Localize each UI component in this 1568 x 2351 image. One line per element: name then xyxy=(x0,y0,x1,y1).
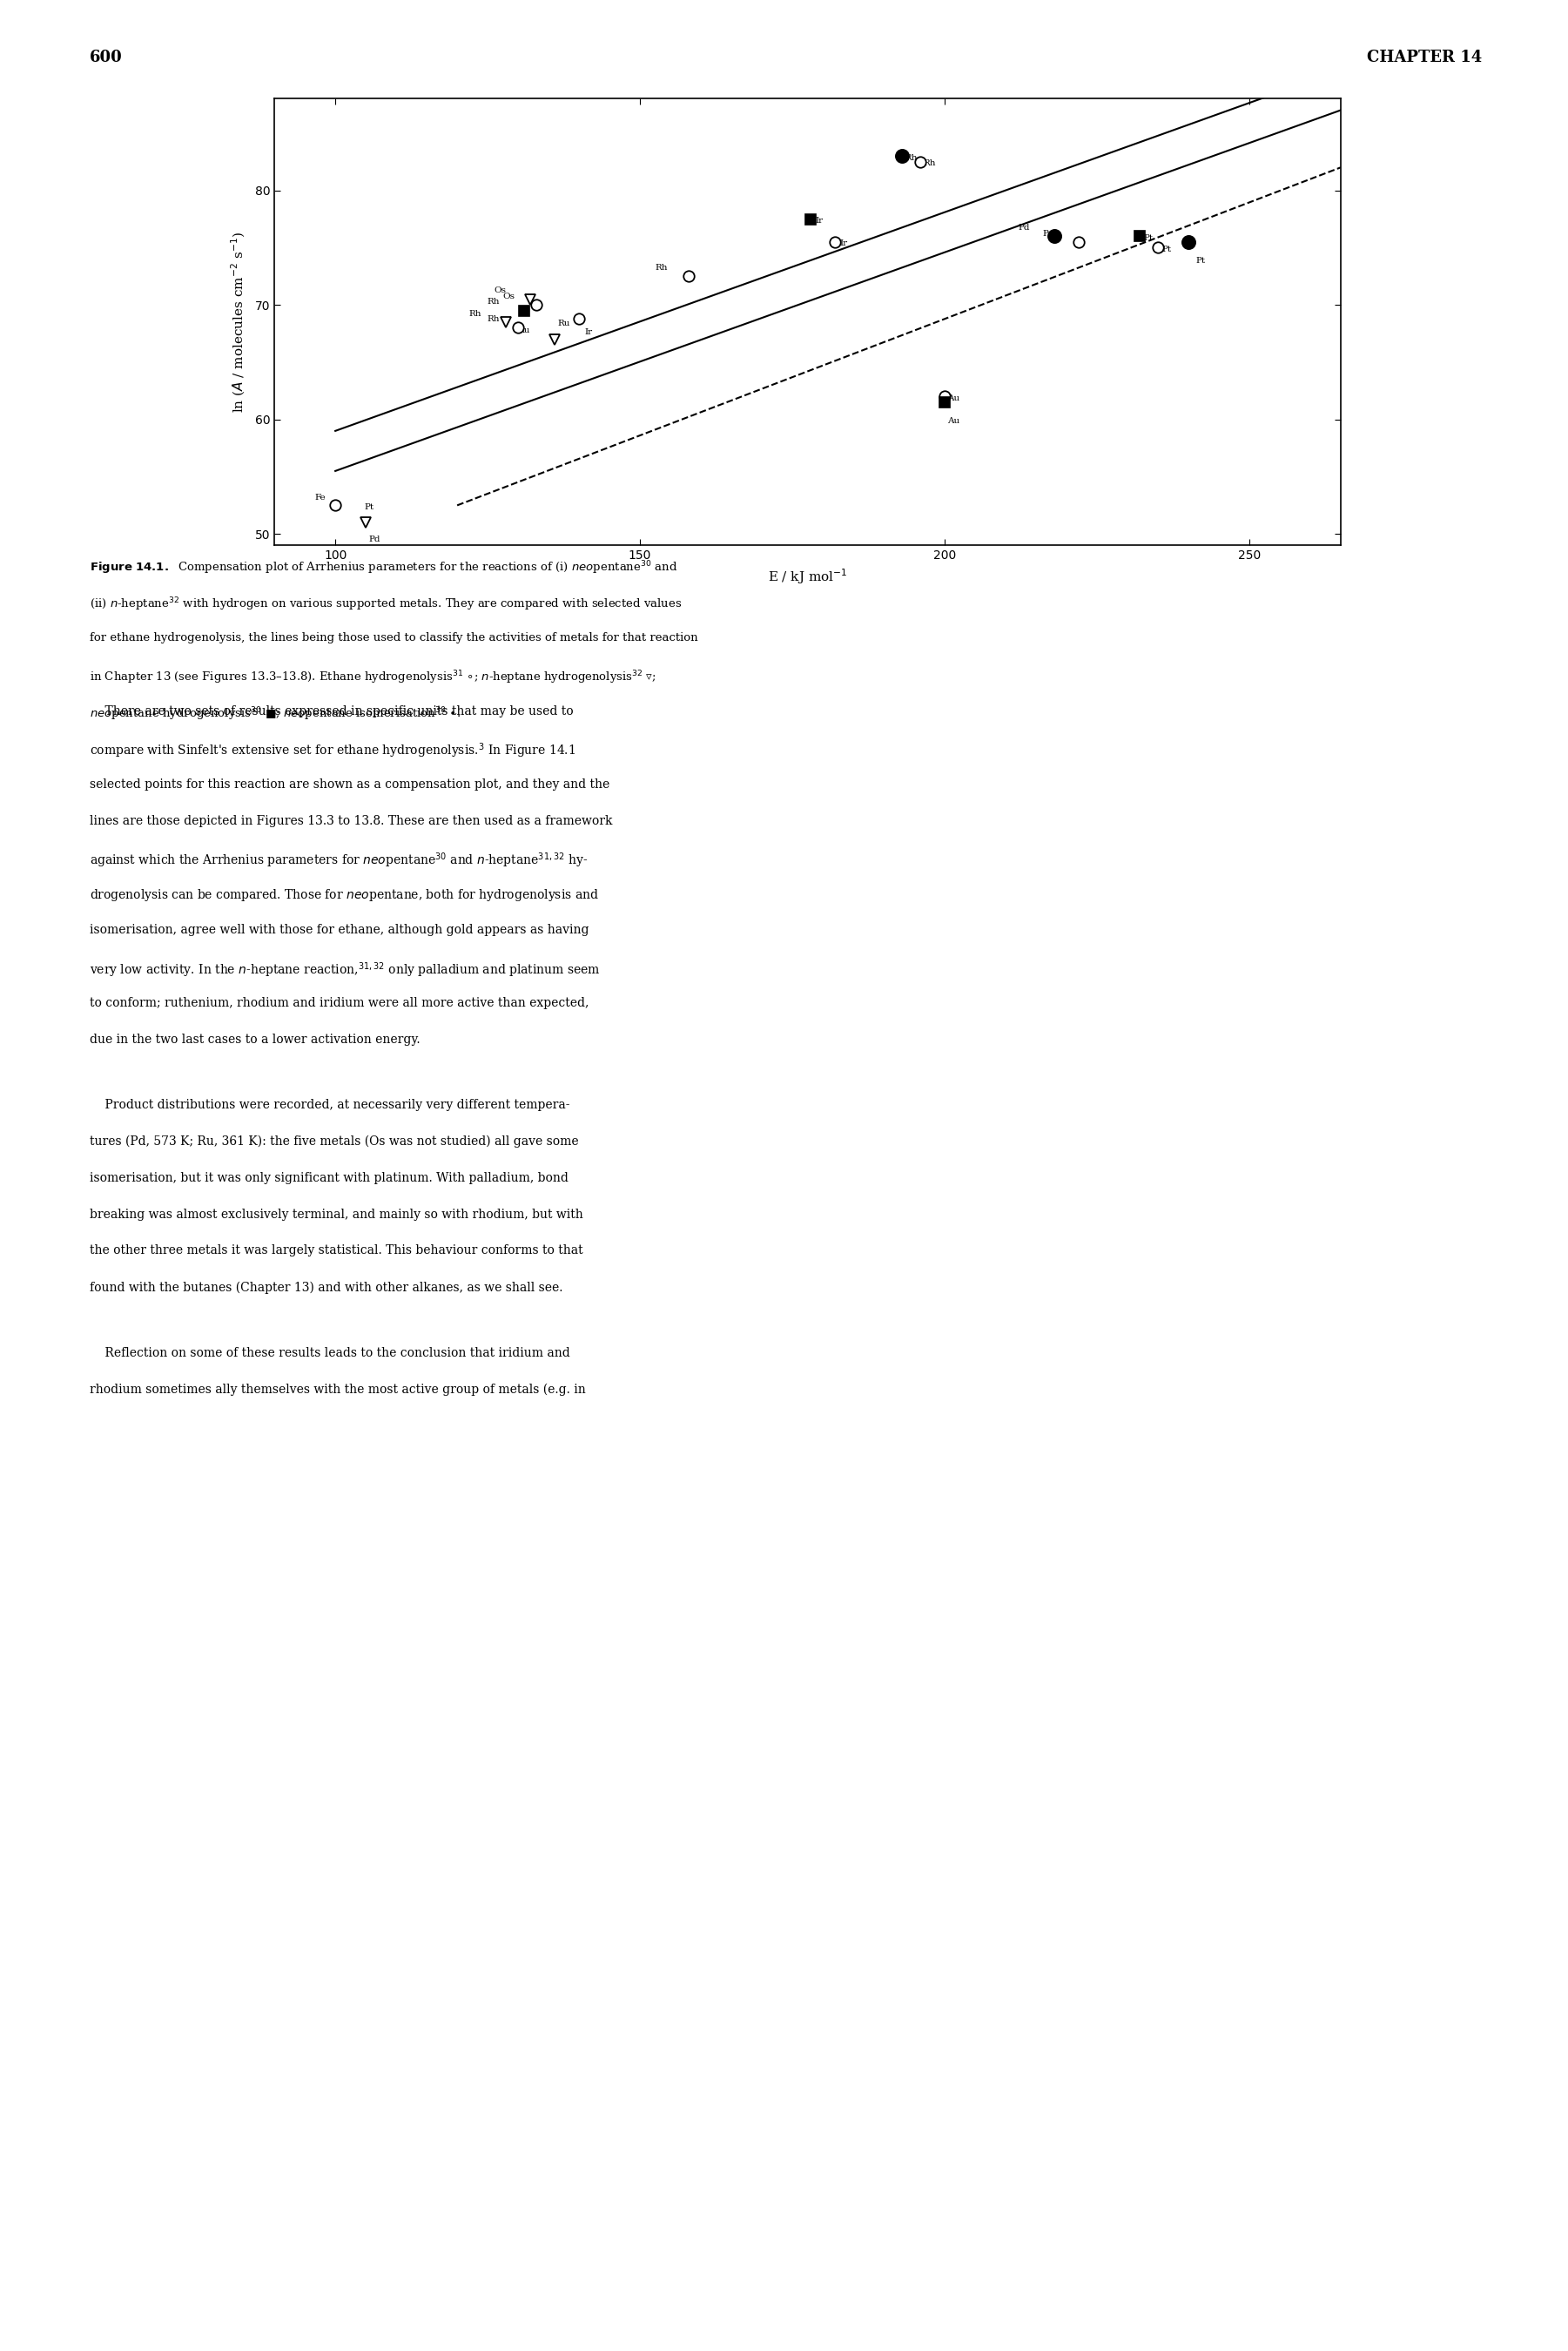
Text: tures (Pd, 573 K; Ru, 361 K): the five metals (Os was not studied) all gave some: tures (Pd, 573 K; Ru, 361 K): the five m… xyxy=(89,1136,579,1147)
Text: Au: Au xyxy=(947,395,960,402)
Text: against which the Arrhenius parameters for $neo$pentane$^{30}$ and $n$-heptane$^: against which the Arrhenius parameters f… xyxy=(89,851,588,870)
Text: Rh: Rh xyxy=(905,153,917,162)
Text: selected points for this reaction are shown as a compensation plot, and they and: selected points for this reaction are sh… xyxy=(89,778,610,790)
Text: Rh: Rh xyxy=(488,315,500,322)
Text: for ethane hydrogenolysis, the lines being those used to classify the activities: for ethane hydrogenolysis, the lines bei… xyxy=(89,632,698,644)
Text: Reflection on some of these results leads to the conclusion that iridium and: Reflection on some of these results lead… xyxy=(89,1347,569,1359)
Text: isomerisation, but it was only significant with platinum. With palladium, bond: isomerisation, but it was only significa… xyxy=(89,1171,568,1185)
Text: Os: Os xyxy=(503,292,514,301)
Text: There are two sets of results expressed in specific units that may be used to: There are two sets of results expressed … xyxy=(89,705,574,717)
Text: breaking was almost exclusively terminal, and mainly so with rhodium, but with: breaking was almost exclusively terminal… xyxy=(89,1208,583,1220)
Text: to conform; ruthenium, rhodium and iridium were all more active than expected,: to conform; ruthenium, rhodium and iridi… xyxy=(89,997,588,1009)
Text: Rh: Rh xyxy=(469,310,481,317)
Text: CHAPTER 14: CHAPTER 14 xyxy=(1367,49,1482,66)
Text: Pd: Pd xyxy=(1018,223,1030,233)
Text: Rh: Rh xyxy=(488,299,500,306)
Text: Fe: Fe xyxy=(315,494,326,501)
Text: found with the butanes (Chapter 13) and with other alkanes, as we shall see.: found with the butanes (Chapter 13) and … xyxy=(89,1281,563,1293)
Text: (ii) $n$-heptane$^{32}$ with hydrogen on various supported metals. They are comp: (ii) $n$-heptane$^{32}$ with hydrogen on… xyxy=(89,595,682,614)
Text: lines are those depicted in Figures 13.3 to 13.8. These are then used as a frame: lines are those depicted in Figures 13.3… xyxy=(89,816,612,828)
Text: Pt: Pt xyxy=(1145,235,1154,242)
Y-axis label: ln ($A$ / molecules cm$^{-2}$ s$^{-1}$): ln ($A$ / molecules cm$^{-2}$ s$^{-1}$) xyxy=(230,230,248,414)
Text: Rh: Rh xyxy=(924,160,936,167)
Text: Pt: Pt xyxy=(1196,256,1206,266)
Text: Ru: Ru xyxy=(558,320,571,327)
Text: Rh: Rh xyxy=(655,263,668,273)
Text: Os: Os xyxy=(494,287,506,294)
Text: Pt: Pt xyxy=(1162,245,1171,254)
Text: 600: 600 xyxy=(89,49,122,66)
Text: due in the two last cases to a lower activation energy.: due in the two last cases to a lower act… xyxy=(89,1034,420,1046)
Text: Pd: Pd xyxy=(1043,230,1054,237)
Text: Pt: Pt xyxy=(364,503,373,510)
Text: drogenolysis can be compared. Those for $neo$pentane, both for hydrogenolysis an: drogenolysis can be compared. Those for … xyxy=(89,889,599,903)
Text: Pd: Pd xyxy=(368,536,381,543)
Text: Au: Au xyxy=(947,418,960,426)
Text: compare with Sinfelt's extensive set for ethane hydrogenolysis.$^3$ In Figure 14: compare with Sinfelt's extensive set for… xyxy=(89,743,575,762)
Text: $\bf{Figure\ 14.1.}$  Compensation plot of Arrhenius parameters for the reaction: $\bf{Figure\ 14.1.}$ Compensation plot o… xyxy=(89,560,677,576)
Text: Ir: Ir xyxy=(840,240,848,247)
Text: the other three metals it was largely statistical. This behaviour conforms to th: the other three metals it was largely st… xyxy=(89,1244,583,1258)
Text: Ir: Ir xyxy=(585,329,593,336)
X-axis label: E / kJ mol$^{-1}$: E / kJ mol$^{-1}$ xyxy=(768,567,847,585)
Text: isomerisation, agree well with those for ethane, although gold appears as having: isomerisation, agree well with those for… xyxy=(89,924,588,936)
Text: $neo$pentane hydrogenolysis$^{30}$ $\blacksquare$; $neo$pentane isomerisation$^{: $neo$pentane hydrogenolysis$^{30}$ $\bla… xyxy=(89,705,461,722)
Text: rhodium sometimes ally themselves with the most active group of metals (e.g. in: rhodium sometimes ally themselves with t… xyxy=(89,1382,585,1396)
Text: in Chapter 13 (see Figures 13.3–13.8). Ethane hydrogenolysis$^{31}$ $\circ$; $n$: in Chapter 13 (see Figures 13.3–13.8). E… xyxy=(89,668,655,686)
Text: very low activity. In the $n$-heptane reaction,$^{31,32}$ only palladium and pla: very low activity. In the $n$-heptane re… xyxy=(89,962,601,980)
Text: Ir: Ir xyxy=(815,216,823,226)
Text: Ru: Ru xyxy=(517,327,530,334)
Text: Product distributions were recorded, at necessarily very different tempera-: Product distributions were recorded, at … xyxy=(89,1098,569,1112)
